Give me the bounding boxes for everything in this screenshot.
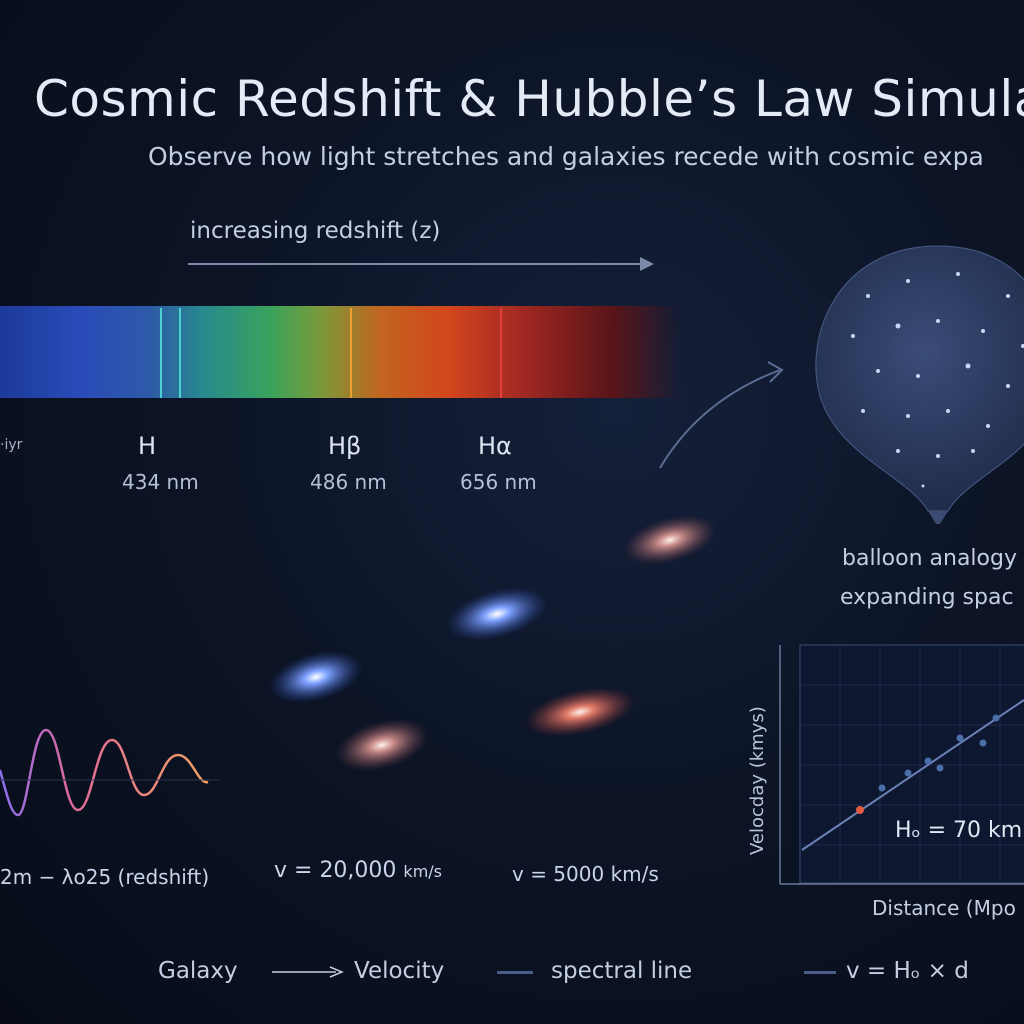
balloon-caption-line2: expanding spac: [840, 585, 1014, 610]
curved-arrow-icon: [659, 361, 784, 469]
legend-velocity: Velocity: [354, 958, 445, 984]
line-swatch-icon: [497, 971, 533, 974]
line-name-halpha: Hα: [478, 432, 512, 460]
hubble-plot: [779, 644, 1024, 885]
arrow-right-icon: [640, 257, 654, 271]
redshifted-wave: [0, 728, 220, 817]
balloon-caption-line1: balloon analogy: [842, 546, 1017, 571]
legend-hubble-law: v = Hₒ × d: [846, 958, 969, 984]
spectral-line-hbeta: [350, 308, 352, 398]
galaxy-3-icon: [269, 650, 363, 704]
color-spectrum-bar: [0, 306, 680, 398]
velocity-label-1: v = 20,000 km/s: [274, 858, 442, 883]
line-wavelength-halpha: 656 nm: [460, 470, 537, 494]
galaxy-5-icon: [335, 718, 429, 772]
line-swatch-icon: [804, 971, 836, 974]
redshift-arrow-label: increasing redshift (z): [190, 218, 441, 244]
spectral-line-halpha: [500, 308, 502, 398]
wave-equation: 2m − λo25 (redshift): [0, 865, 210, 889]
page-subtitle: Observe how light stretches and galaxies…: [148, 142, 984, 171]
spectral-line-h-left: [160, 308, 162, 398]
line-wavelength-hbeta: 486 nm: [310, 470, 387, 494]
hubble-y-axis-label: Velocday (kmys): [747, 706, 768, 855]
spectrum-left-fragment: ·iyr: [0, 437, 23, 453]
legend-galaxy: Galaxy: [158, 958, 238, 984]
hubble-x-axis-label: Distance (Mpo: [872, 896, 1016, 920]
galaxy-field: [269, 515, 717, 772]
spectral-line-h: [179, 308, 181, 398]
redshift-arrow-line: [188, 263, 648, 265]
line-name-hbeta: Hβ: [328, 432, 362, 460]
line-name-h: H: [138, 432, 157, 460]
galaxy-2-icon: [446, 587, 548, 641]
balloon-illustration: [815, 245, 1024, 524]
hubble-fit-line: [801, 699, 1024, 851]
line-wavelength-h: 434 nm: [122, 470, 199, 494]
legend-spectral-line: spectral line: [551, 958, 693, 984]
galaxy-1-icon: [623, 515, 717, 565]
hubble-highlight-point: [856, 806, 864, 814]
velocity-label-2: v = 5000 km/s: [512, 862, 659, 886]
galaxy-4-icon: [525, 687, 635, 737]
arrow-right-icon: [272, 966, 344, 978]
hubble-data-points: [878, 714, 1000, 792]
hubble-constant-annotation: Hₒ = 70 km: [895, 818, 1023, 843]
page-title: Cosmic Redshift & Hubble’s Law Simulat: [34, 70, 1024, 128]
